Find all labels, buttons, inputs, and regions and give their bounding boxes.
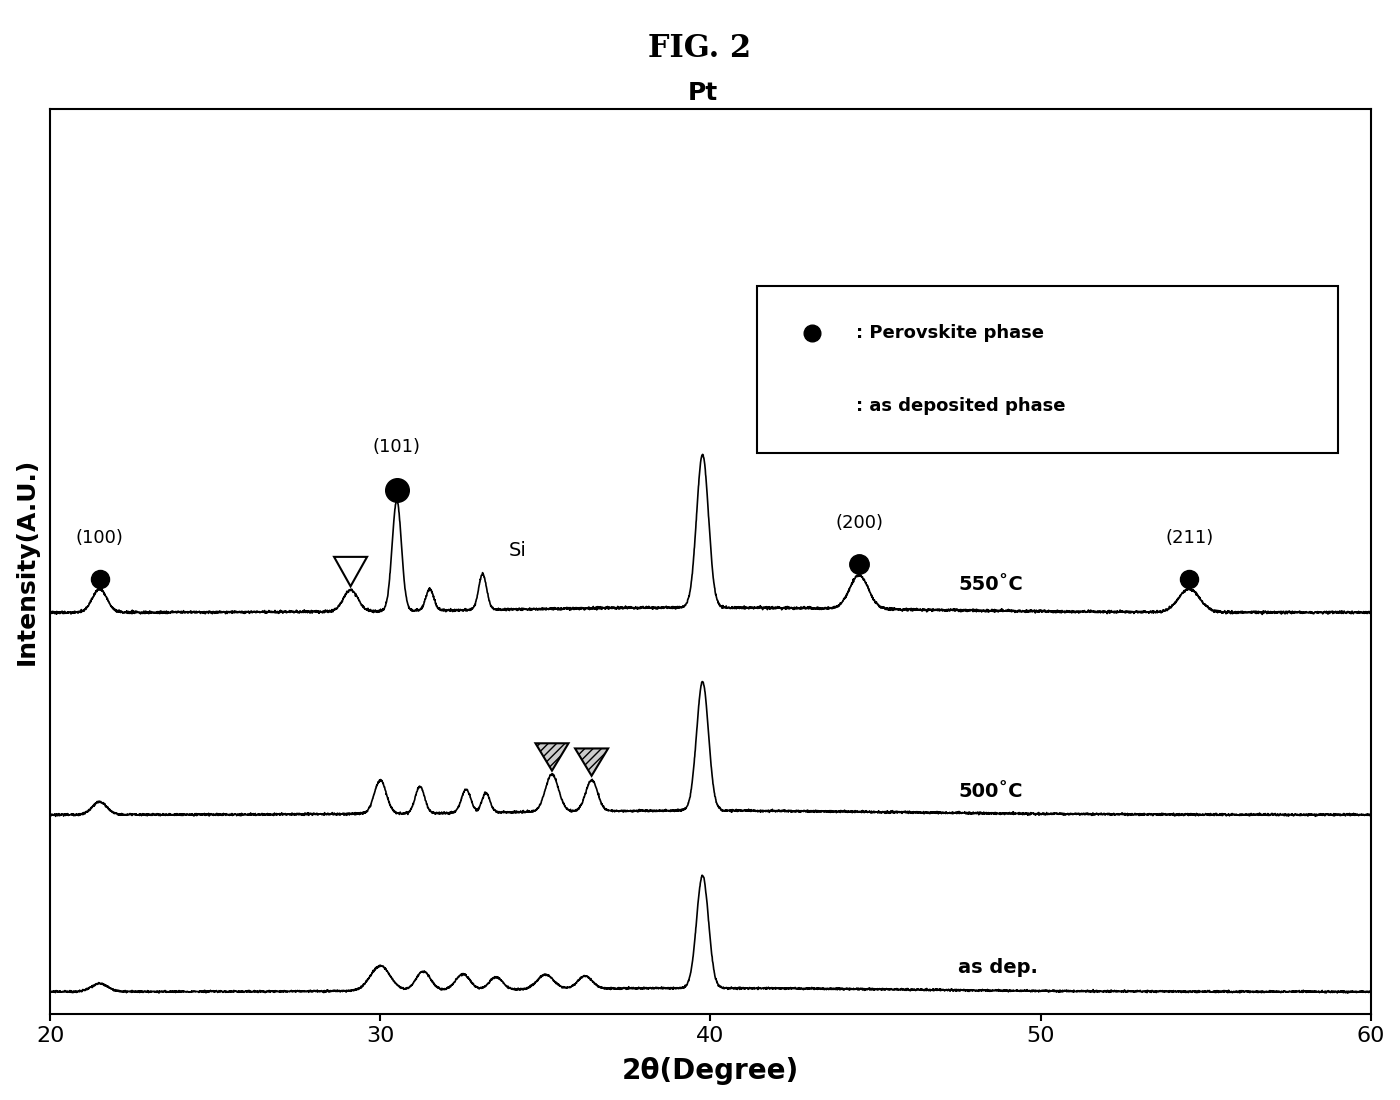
- Text: 500˚C: 500˚C: [958, 781, 1022, 801]
- Text: (101): (101): [372, 438, 421, 456]
- Text: (200): (200): [834, 515, 883, 532]
- Text: : Perovskite phase: : Perovskite phase: [855, 323, 1044, 342]
- Text: as dep.: as dep.: [958, 958, 1037, 977]
- Text: (100): (100): [76, 529, 123, 548]
- Text: 550˚C: 550˚C: [958, 575, 1023, 594]
- Text: (211): (211): [1165, 529, 1214, 548]
- Text: Si: Si: [510, 541, 526, 560]
- Polygon shape: [797, 381, 827, 406]
- Text: Pt: Pt: [687, 80, 718, 104]
- Polygon shape: [335, 557, 367, 586]
- FancyBboxPatch shape: [756, 286, 1338, 453]
- Text: : as deposited phase: : as deposited phase: [855, 397, 1065, 415]
- Polygon shape: [535, 744, 568, 771]
- Y-axis label: Intensity(A.U.): Intensity(A.U.): [15, 458, 39, 666]
- Text: FIG. 2: FIG. 2: [648, 33, 752, 64]
- X-axis label: 2θ(Degree): 2θ(Degree): [622, 1057, 799, 1085]
- Polygon shape: [575, 748, 608, 775]
